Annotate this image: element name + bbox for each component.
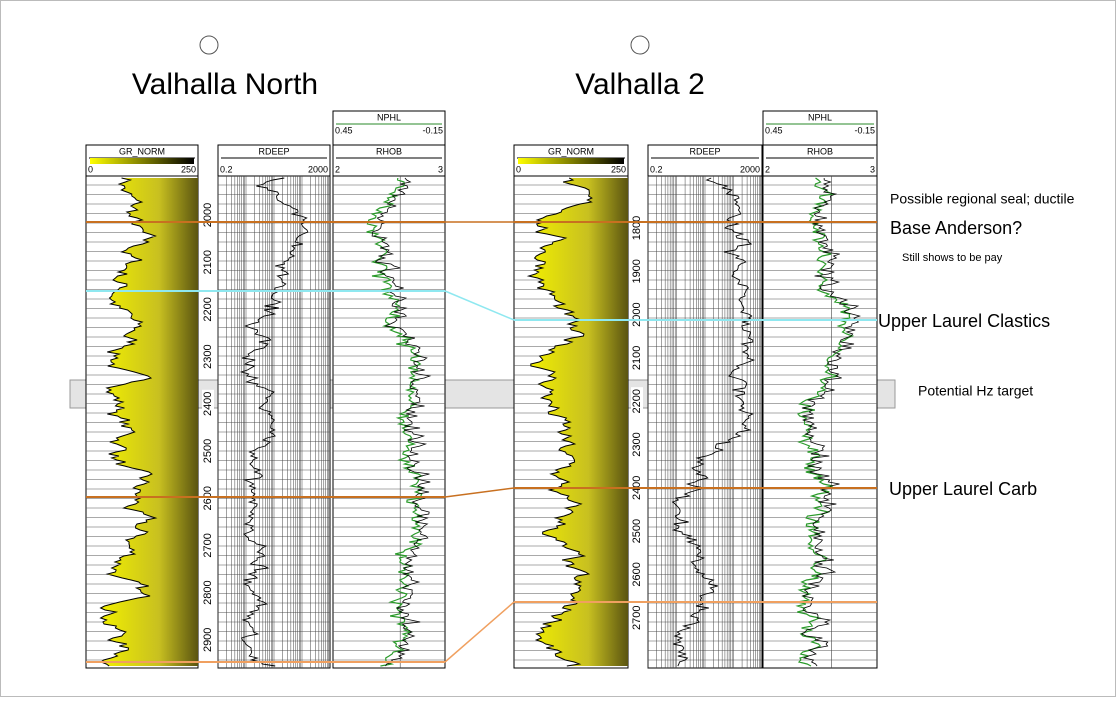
- depth-label: 1900: [631, 259, 643, 283]
- top-correlation: [444, 290, 515, 321]
- scale-left: 0: [516, 164, 521, 174]
- top-correlation: [444, 487, 515, 498]
- track-name: RDEEP: [689, 146, 720, 156]
- depth-label: 2500: [631, 519, 643, 543]
- annotation: Upper Laurel Clastics: [878, 311, 1050, 331]
- track: [762, 175, 878, 669]
- annotation: Potential Hz target: [918, 383, 1033, 399]
- depth-label: 2400: [202, 392, 214, 416]
- rhob-curve: [800, 177, 861, 667]
- track-name: GR_NORM: [548, 146, 594, 156]
- scale-right: 250: [611, 164, 626, 174]
- depth-label: 2100: [202, 250, 214, 274]
- depth-bg: [202, 248, 214, 277]
- depth-bg: [631, 300, 643, 329]
- annotation: Possible regional seal; ductile: [890, 191, 1075, 207]
- scale-left: 0.45: [765, 125, 783, 135]
- track-name: NPHL: [808, 112, 832, 122]
- depth-bg: [202, 389, 214, 418]
- gr-curve: [99, 177, 158, 667]
- scale-right: 2000: [740, 164, 760, 174]
- rdeep-curve: [671, 177, 756, 667]
- depth-bg: [631, 517, 643, 546]
- scale-left: 0.2: [220, 164, 233, 174]
- top-correlation: [444, 601, 515, 663]
- depth-label: 2700: [202, 533, 214, 557]
- nphl-curve: [795, 177, 855, 667]
- depth-label: 2000: [202, 203, 214, 227]
- scale-left: 2: [335, 164, 340, 174]
- depth-bg: [202, 531, 214, 560]
- depth-label: 2900: [202, 628, 214, 652]
- depth-bg: [631, 430, 643, 459]
- gr-scale-bar: [90, 158, 194, 164]
- well-symbol: [199, 35, 219, 55]
- gr-curve: [526, 177, 593, 667]
- scale-left: 0: [88, 164, 93, 174]
- depth-label: 2600: [631, 562, 643, 586]
- depth-label: 2700: [631, 605, 643, 629]
- depth-bg: [631, 603, 643, 632]
- nphl-curve: [366, 177, 424, 667]
- track-name: RHOB: [807, 146, 833, 156]
- depth-bg: [202, 484, 214, 513]
- well-title: Valhalla North: [132, 68, 318, 101]
- track-name: NPHL: [377, 112, 401, 122]
- scale-right: 250: [181, 164, 196, 174]
- depth-bg: [631, 560, 643, 589]
- depth-label: 2000: [631, 302, 643, 326]
- scale-left: 0.2: [650, 164, 663, 174]
- track-header: [762, 144, 878, 177]
- depth-label: 2200: [631, 389, 643, 413]
- track-header: [332, 110, 446, 146]
- depth-label: 2100: [631, 346, 643, 370]
- track-name: RHOB: [376, 146, 402, 156]
- depth-label: 1800: [631, 216, 643, 240]
- depth-bg: [631, 387, 643, 416]
- track: [332, 175, 446, 669]
- depth-label: 2800: [202, 580, 214, 604]
- annotation: Upper Laurel Carb: [889, 479, 1037, 499]
- depth-bg: [631, 257, 643, 286]
- depth-label: 2500: [202, 439, 214, 463]
- depth-label: 2300: [631, 432, 643, 456]
- well-title: Valhalla 2: [575, 68, 705, 101]
- scale-right: -0.15: [854, 125, 875, 135]
- well-symbol: [630, 35, 650, 55]
- depth-bg: [202, 295, 214, 324]
- depth-label: 2300: [202, 344, 214, 368]
- depth-bg: [631, 343, 643, 372]
- scale-right: -0.15: [422, 125, 443, 135]
- gr-fill: [100, 178, 198, 666]
- track-header: [217, 144, 331, 177]
- annotation: Still shows to be pay: [902, 252, 1003, 264]
- depth-bg: [202, 437, 214, 465]
- gr-scale-bar: [518, 158, 624, 164]
- depth-label: 2200: [202, 297, 214, 321]
- depth-label: 2600: [202, 486, 214, 510]
- track-name: GR_NORM: [119, 146, 165, 156]
- rhob-curve: [371, 177, 432, 667]
- scale-left: 0.45: [335, 125, 353, 135]
- annotation: Base Anderson?: [890, 218, 1022, 238]
- rdeep-curve: [239, 177, 309, 667]
- scale-right: 3: [870, 164, 875, 174]
- depth-bg: [202, 342, 214, 371]
- scale-right: 2000: [308, 164, 328, 174]
- gr-fill: [528, 178, 628, 666]
- depth-bg: [202, 625, 214, 654]
- depth-bg: [202, 578, 214, 607]
- track-name: RDEEP: [258, 146, 289, 156]
- scale-left: 2: [765, 164, 770, 174]
- scale-right: 3: [438, 164, 443, 174]
